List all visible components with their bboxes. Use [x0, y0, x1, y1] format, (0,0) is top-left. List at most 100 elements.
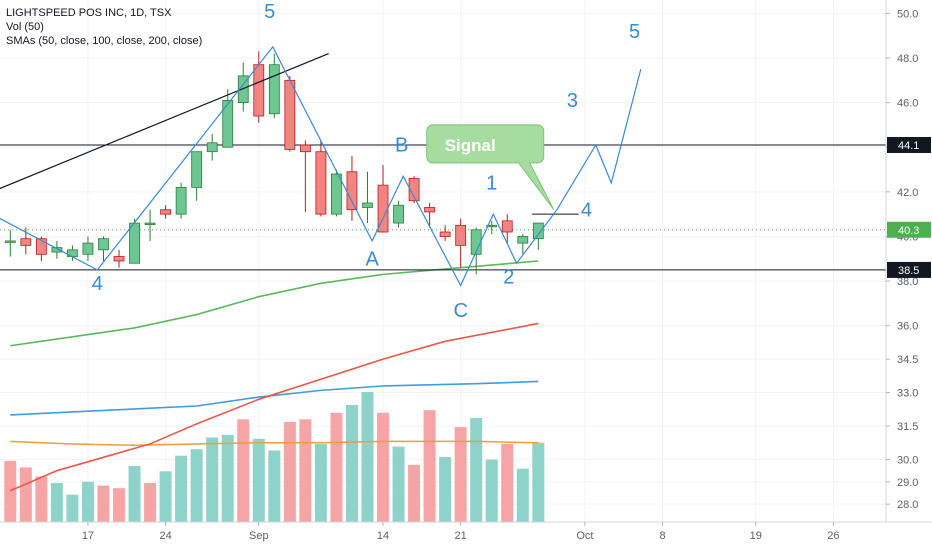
volume-bar	[330, 412, 343, 522]
wave-label: 4	[92, 273, 103, 295]
signal-callout	[426, 124, 555, 210]
wave-label: 5	[264, 1, 275, 23]
volume-bar	[50, 483, 63, 522]
candle-body	[20, 238, 32, 246]
time-tick-label: Oct	[576, 530, 593, 542]
price-tick-label: 46.0	[897, 98, 918, 110]
price-tag	[887, 221, 931, 238]
candle-body	[113, 256, 125, 262]
price-tick-label: 29.0	[897, 477, 918, 489]
price-axis: 50.048.046.044.042.040.038.036.034.533.0…	[885, 0, 931, 522]
drawings-layer: 5 4 A B C 1 2 4 3 5 Signal	[0, 1, 642, 322]
wave-label: 5	[629, 21, 640, 43]
chart-legend: LIGHTSPEED POS INC, 1D, TSX Vol (50) SMA…	[6, 6, 202, 48]
volume-bar	[35, 476, 48, 522]
volume-bar	[97, 485, 110, 522]
candle-body	[408, 178, 420, 202]
legend-symbol[interactable]: LIGHTSPEED POS INC, 1D, TSX	[6, 7, 172, 19]
volume-bar	[439, 457, 452, 522]
volume-bar	[19, 467, 32, 522]
candle-body	[424, 207, 436, 213]
legend-sma[interactable]: SMAs (50, close, 100, close, 200, close)	[6, 35, 203, 47]
sma200-line	[10, 380, 539, 416]
volume-bar	[408, 464, 421, 522]
volume-bar	[485, 459, 498, 522]
volume-bar	[221, 434, 234, 522]
candle-body	[206, 142, 218, 153]
volume-bar	[175, 455, 188, 522]
candle-body	[393, 204, 404, 224]
volume-bar	[470, 418, 483, 522]
price-tick-label: 48.0	[897, 53, 918, 65]
volume-bar	[345, 405, 358, 522]
volume-bar	[392, 446, 405, 522]
candle-body	[455, 224, 467, 246]
candle-body	[253, 64, 265, 117]
volume-bar	[268, 450, 281, 522]
candle-body	[191, 151, 203, 188]
candle-body	[144, 222, 156, 225]
candle-body	[222, 99, 234, 148]
volume-bar	[314, 444, 327, 522]
price-tick-label: 34.5	[897, 354, 918, 366]
candle-body	[315, 151, 327, 215]
candle-body	[51, 247, 63, 253]
candle-body	[82, 242, 94, 255]
time-tick-label: 17	[82, 530, 94, 542]
legend-volume[interactable]: Vol (50)	[6, 21, 44, 33]
price-tag-label: 38.5	[898, 265, 919, 277]
wave-label: 1	[486, 173, 497, 195]
wave-label: 2	[503, 266, 514, 288]
candle-body	[346, 171, 358, 211]
volume-bar	[283, 421, 296, 522]
candle-body	[35, 238, 47, 255]
candle-body	[4, 240, 16, 243]
candle-body	[362, 202, 373, 208]
sma100-line	[9, 322, 539, 492]
time-tick-label: 19	[750, 530, 762, 542]
candle-body	[129, 222, 140, 264]
time-tick-label: 8	[659, 530, 665, 542]
wave-label: C	[453, 300, 467, 322]
price-tick-label: 42.0	[897, 187, 918, 199]
volume-bar	[159, 471, 172, 522]
volume-bar	[299, 419, 312, 522]
volume-bar	[4, 460, 17, 522]
price-tick-label: 36.0	[897, 321, 918, 333]
elliott-wave-path	[0, 45, 642, 287]
price-tick-label: 28.0	[897, 499, 918, 511]
time-tick-label: 14	[377, 530, 389, 542]
candle-body	[299, 144, 311, 153]
signal-label: Signal	[445, 136, 496, 155]
volume-bar	[532, 442, 545, 522]
price-tag	[887, 137, 931, 153]
volume-bar	[361, 392, 374, 522]
wave-label: 3	[567, 90, 578, 112]
volume-bar	[113, 488, 126, 522]
candle-body	[501, 220, 513, 233]
price-tag-label: 40.3	[898, 225, 919, 237]
volume-bar	[237, 419, 250, 522]
price-tick-label: 33.0	[897, 388, 918, 400]
volume-bar	[516, 468, 529, 522]
wave-label: 4	[581, 199, 592, 221]
price-tick-label: 31.5	[897, 421, 918, 433]
volume-bar	[144, 483, 157, 522]
volume-bar	[128, 466, 141, 522]
volume-bar	[377, 412, 390, 522]
trendline	[0, 52, 329, 190]
volume-bar	[454, 427, 467, 522]
volume-bar	[81, 481, 94, 522]
price-tag	[887, 261, 931, 278]
candle-body	[98, 238, 109, 251]
volume-bar	[423, 410, 436, 522]
volume-ma-line	[10, 440, 539, 447]
time-tick-label: 24	[159, 530, 171, 542]
candle-body	[439, 231, 451, 237]
candle-body	[532, 222, 544, 240]
volume-bar	[252, 438, 265, 522]
candle-body	[486, 224, 498, 228]
candle-body	[284, 79, 296, 150]
